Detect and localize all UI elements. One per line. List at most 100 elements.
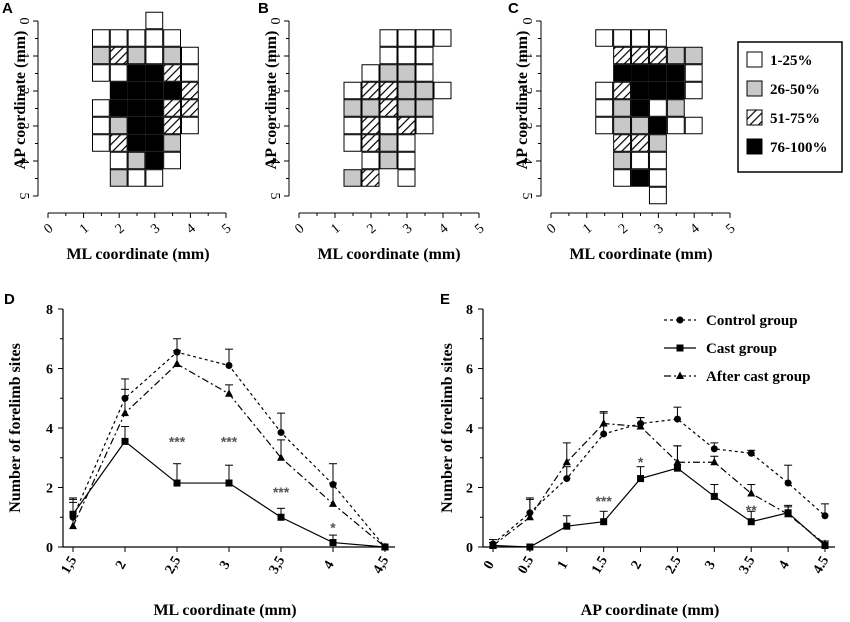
legend-series-label: Cast group: [706, 341, 777, 357]
series-line: [492, 467, 826, 548]
map-cell: [666, 99, 685, 117]
map-cell: [109, 81, 128, 100]
map-cell: [648, 186, 667, 205]
map-cell: [163, 46, 181, 65]
chart-e-legend: Control group Cast group After cast group: [664, 313, 810, 385]
data-point: [173, 359, 181, 368]
map-y-tick-label: 4: [16, 158, 31, 165]
data-point: [329, 539, 337, 547]
map-cell: [109, 64, 128, 82]
map-cell: [613, 81, 632, 100]
chart-y-tick-label: 8: [46, 303, 53, 318]
map-cell: [109, 151, 128, 170]
map-cell: [397, 151, 416, 170]
chart-x-tick-label: 3: [703, 558, 719, 572]
significance-marker: ***: [595, 493, 612, 509]
map-b-ylabel: AP coordinate (mm): [263, 31, 280, 170]
map-cell: [415, 99, 434, 117]
map-cell: [379, 29, 398, 47]
map-cell: [631, 64, 649, 82]
map-cell: [595, 99, 614, 117]
chart-x-tick-label: 1: [555, 558, 571, 572]
map-cell: [145, 11, 164, 30]
map-cell: [379, 64, 398, 82]
chart-y-tick-label: 6: [46, 363, 53, 378]
map-cell: [127, 151, 146, 170]
data-point: [562, 457, 571, 466]
map-y-tick-label: 0: [16, 18, 31, 25]
map-panel-b: 0 1 2 3 4 5 0 1 2 3 4 5: [267, 18, 487, 238]
map-y-tick-label: 0: [267, 18, 282, 25]
map-cell: [613, 134, 632, 152]
map-cell: [415, 64, 434, 82]
map-cell: [648, 99, 667, 117]
data-point: [636, 422, 645, 430]
map-cell: [181, 116, 199, 135]
data-point: [821, 512, 829, 520]
map-y-tick-label: 4: [519, 158, 534, 165]
series-line: [492, 418, 826, 545]
map-cell: [361, 151, 380, 170]
map-x-tick-label: 1: [328, 221, 343, 237]
map-cell: [379, 134, 398, 152]
map-cell: [127, 46, 146, 65]
data-point: [747, 518, 755, 526]
map-x-tick-label: 5: [723, 221, 738, 237]
chart-x-tick-label: 0.5: [515, 554, 537, 577]
data-point: [673, 415, 681, 423]
chart-x-tick-label: 2: [629, 558, 645, 572]
chart-y-tick-label: 0: [466, 541, 473, 556]
map-cell: [379, 151, 398, 170]
significance-marker: **: [746, 502, 757, 518]
map-cell: [631, 151, 649, 170]
data-point: [599, 419, 608, 427]
map-cell: [181, 81, 199, 100]
map-cell: [631, 116, 649, 135]
map-cell: [648, 116, 667, 135]
map-cell: [613, 64, 632, 82]
significance-marker: ***: [169, 433, 186, 449]
map-c-ylabel: AP coordinate (mm): [514, 31, 531, 170]
map-cell: [648, 81, 667, 100]
map-cell: [343, 99, 362, 117]
map-cell: [109, 169, 128, 187]
data-point: [563, 475, 571, 483]
map-cell: [415, 81, 434, 100]
map-cell: [648, 64, 667, 82]
map-y-tick-label: 2: [519, 88, 534, 95]
map-cell: [145, 169, 164, 187]
map-cell: [361, 116, 380, 135]
chart-y-tick-label: 2: [46, 482, 53, 497]
panel-letter-d: D: [4, 291, 15, 308]
map-y-tick-label: 1: [16, 53, 31, 60]
map-cell: [666, 46, 685, 65]
map-cell: [145, 81, 164, 100]
map-legend: 1-25% 26-50% 51-75% 76-100%: [737, 41, 843, 173]
map-x-tick-label: 1: [77, 221, 92, 237]
data-point: [600, 518, 608, 526]
data-point: [225, 479, 233, 487]
map-cell: [163, 99, 181, 117]
significance-marker: *: [638, 454, 644, 470]
map-cell: [127, 134, 146, 152]
chart-x-tick-label: 4: [776, 558, 792, 572]
map-y-tick-label: 3: [267, 123, 282, 130]
significance-marker: *: [330, 520, 336, 536]
map-cell: [92, 99, 110, 117]
map-cell: [631, 169, 649, 187]
map-cell: [127, 64, 146, 82]
data-point: [821, 539, 829, 548]
data-point: [676, 344, 684, 352]
map-x-tick-label: 3: [148, 221, 163, 237]
panel-letter-c: C: [508, 0, 519, 17]
chart-x-tick-label: 3: [217, 558, 233, 572]
data-point: [710, 457, 719, 466]
significance-marker: ***: [273, 484, 290, 500]
map-cell: [92, 46, 110, 65]
map-cell: [109, 99, 128, 117]
chart-x-tick-label: 2,5: [163, 554, 185, 577]
map-y-tick-label: 5: [267, 193, 282, 200]
map-cell: [181, 99, 199, 117]
chart-x-tick-label: 2: [113, 558, 129, 572]
